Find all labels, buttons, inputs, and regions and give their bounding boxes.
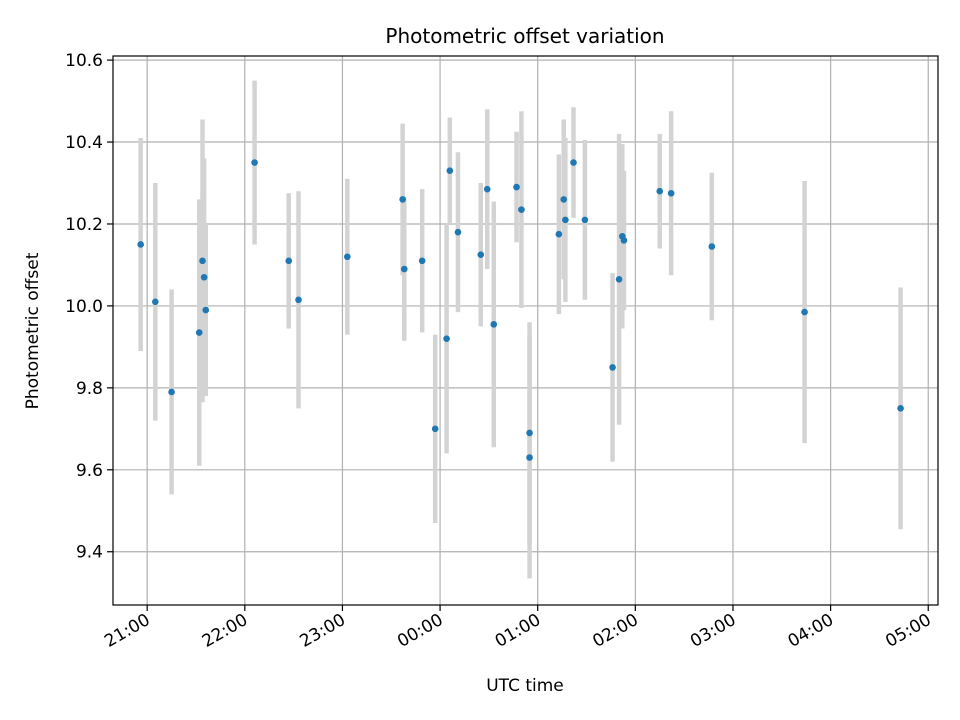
y-axis-ticks: 9.4 9.6 9.8 10.0 10.2 10.4 10.6: [65, 51, 113, 563]
y-tick-label: 9.6: [76, 461, 103, 481]
data-point: [199, 257, 206, 265]
chart-title: Photometric offset variation: [385, 24, 664, 48]
data-point: [400, 265, 408, 273]
data-point: [443, 335, 450, 342]
grid-lines: [113, 56, 938, 605]
data-point: [285, 257, 293, 265]
y-tick-label: 10.0: [65, 297, 103, 317]
data-point: [344, 253, 351, 261]
data-point: [418, 257, 426, 265]
plot-frame: [112, 55, 939, 606]
data-point: [490, 321, 498, 328]
x-axis-label: UTC time: [486, 676, 564, 696]
y-tick-label: 9.4: [76, 543, 103, 563]
data-point: [620, 237, 628, 244]
data-point: [518, 206, 525, 213]
data-point: [562, 216, 569, 224]
data-point: [526, 429, 533, 437]
data-point: [202, 306, 210, 314]
data-point: [581, 216, 589, 224]
data-point: [295, 296, 302, 304]
data-point: [454, 228, 462, 236]
data-point: [446, 167, 454, 175]
data-point: [431, 425, 439, 433]
y-tick-label: 9.8: [76, 379, 103, 399]
data-point: [137, 241, 144, 248]
data-point: [251, 159, 258, 166]
data-point: [168, 388, 175, 396]
y-tick-label: 10.6: [65, 51, 103, 71]
data-point: [555, 230, 563, 238]
data-points: [137, 159, 904, 461]
data-point: [656, 187, 664, 195]
data-point: [152, 298, 159, 306]
data-point: [897, 405, 904, 412]
data-point: [513, 183, 520, 191]
data-point: [399, 196, 406, 203]
data-point: [801, 308, 808, 316]
data-point: [615, 275, 623, 283]
data-point: [526, 454, 533, 461]
data-point: [195, 329, 203, 336]
data-point: [570, 159, 577, 166]
data-point: [609, 364, 616, 371]
y-axis-label: Photometric offset: [23, 252, 43, 409]
data-point: [667, 189, 675, 197]
y-tick-label: 10.2: [65, 215, 103, 235]
y-tick-label: 10.4: [65, 133, 103, 153]
data-point: [477, 251, 485, 259]
data-point: [560, 196, 568, 203]
data-point: [483, 185, 491, 193]
data-point: [708, 243, 716, 250]
data-point: [200, 273, 208, 281]
